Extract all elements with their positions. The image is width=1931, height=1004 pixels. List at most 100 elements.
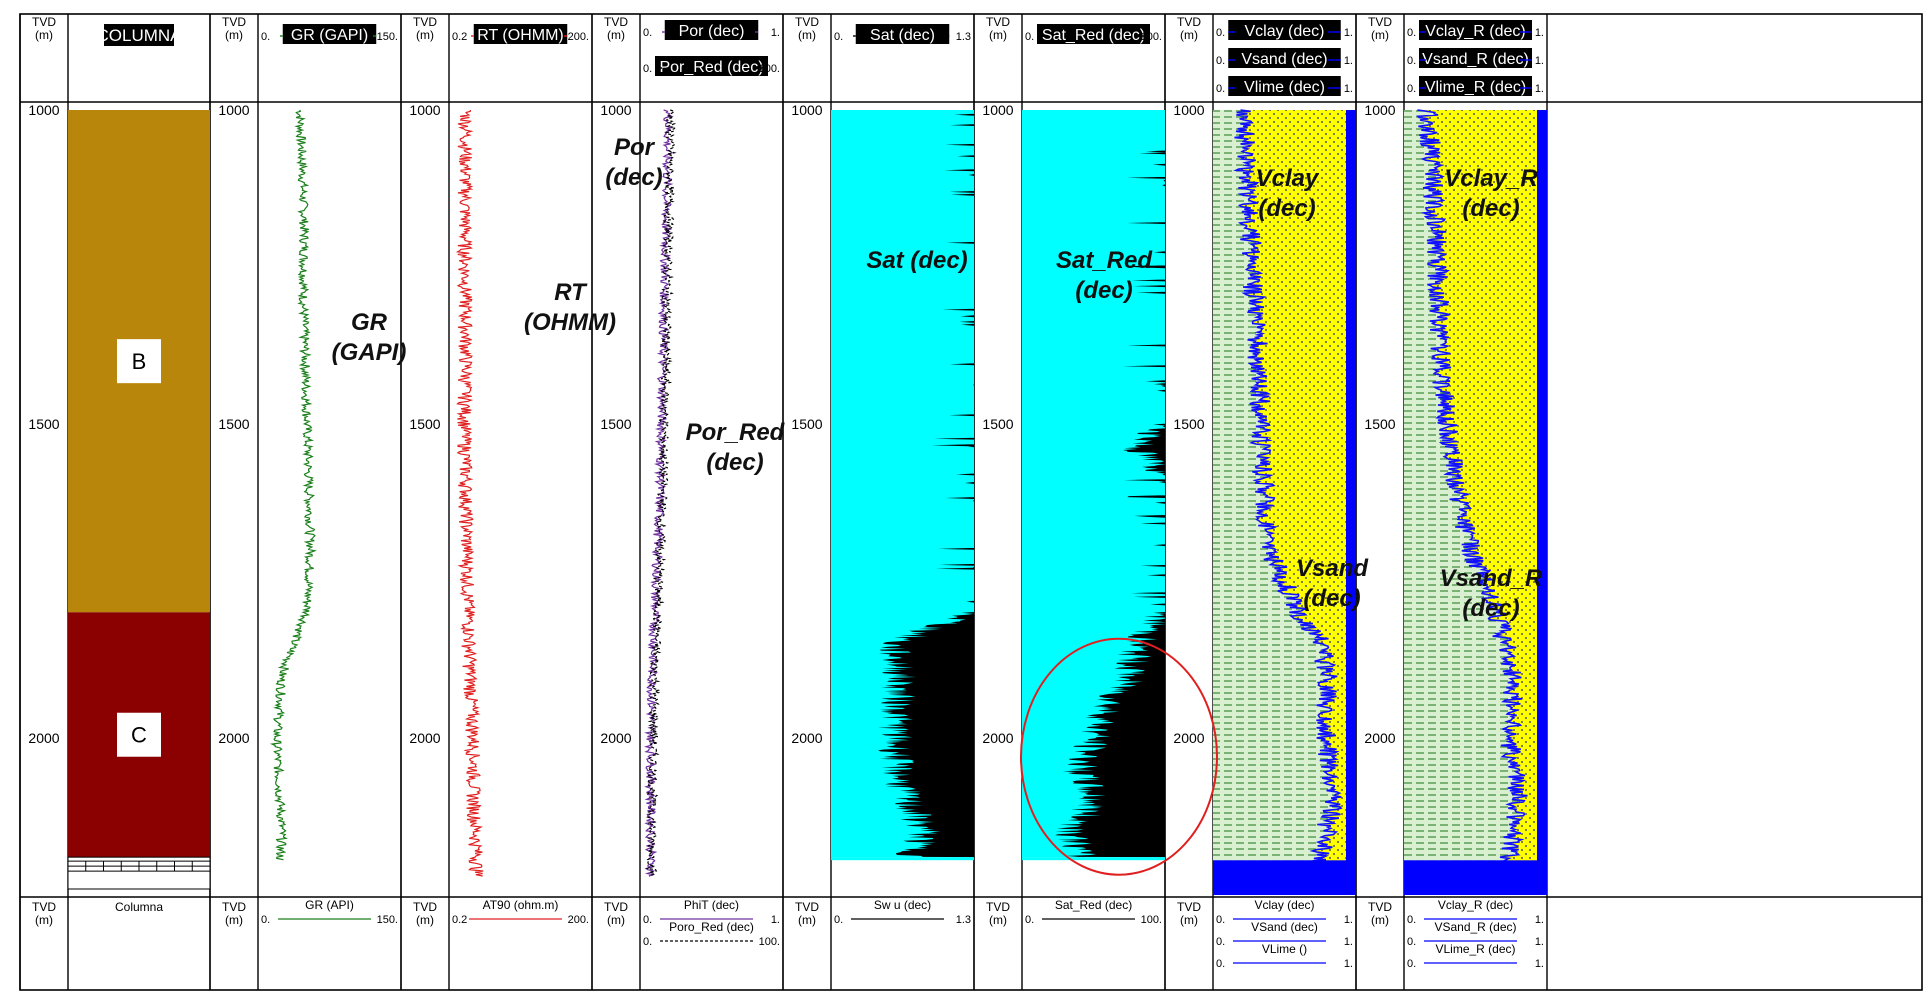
curve-header-title: Vlime (dec) xyxy=(1244,79,1325,96)
depth-footer-unit: (m) xyxy=(225,913,243,927)
curve-header-title: Por_Red (dec) xyxy=(659,59,763,76)
curve-footer: Poro_Red (dec) 0. 100. xyxy=(643,920,780,948)
depth-footer-label: TVD xyxy=(986,900,1010,914)
depth-header-unit: (m) xyxy=(607,28,625,42)
highlight-ellipse xyxy=(1020,637,1218,876)
curve-header: Vclay_R (dec) 0. 1. xyxy=(1407,20,1544,40)
curve-footer-min: 0. xyxy=(834,914,843,926)
curve-min-label: 0. xyxy=(1216,83,1225,95)
annotation-line: Vclay xyxy=(1256,165,1320,192)
curve-header: Por_Red (dec) 0. 100. xyxy=(643,56,780,76)
curve-footer-max: 100. xyxy=(1141,914,1162,926)
log-curve-rt-0 xyxy=(455,109,484,877)
curve-annotation: Por (dec) xyxy=(605,134,662,191)
depth-tick-label: 1500 xyxy=(1173,416,1204,432)
curve-max-label: 1. xyxy=(771,27,780,39)
curve-min-label: 0. xyxy=(1407,55,1416,67)
curve-max-label: 200. xyxy=(568,31,589,43)
curve-header-title: Vsand (dec) xyxy=(1241,51,1327,68)
annotation-line: (dec) xyxy=(1462,595,1519,622)
curve-min-label: 0. xyxy=(261,31,270,43)
curve-max-label: 1. xyxy=(1344,55,1353,67)
curve-footer-min: 0. xyxy=(643,914,652,926)
zone-label-box xyxy=(117,339,161,384)
annotation-line: Sat (dec) xyxy=(866,247,967,274)
depth-tick-label: 2000 xyxy=(1173,730,1204,746)
curve-header-box xyxy=(282,24,377,44)
curve-footer-title: Poro_Red (dec) xyxy=(669,920,754,934)
depth-footer-unit: (m) xyxy=(1180,913,1198,927)
depth-tick-label: 2000 xyxy=(409,730,440,746)
zone-label-box xyxy=(117,712,161,757)
lith-base-band xyxy=(1213,860,1356,895)
depth-header-label: TVD xyxy=(32,15,56,29)
curve-footer-max: 1. xyxy=(1535,958,1544,970)
curve-max-label: 1. xyxy=(1344,27,1353,39)
curve-header: Sat (dec) 0. 1.3 xyxy=(834,24,971,44)
depth-footer-label: TVD xyxy=(32,900,56,914)
curve-header: Vsand (dec) 0. 1. xyxy=(1216,48,1353,68)
curve-header: Por (dec) 0. 1. xyxy=(643,20,780,40)
curve-header-title: GR (GAPI) xyxy=(291,27,368,44)
depth-header-unit: (m) xyxy=(416,28,434,42)
depth-header-unit: (m) xyxy=(35,28,53,42)
depth-header-label: TVD xyxy=(986,15,1010,29)
curve-header-box xyxy=(1228,20,1341,40)
depth-header-unit: (m) xyxy=(989,28,1007,42)
curve-footer-title: Sat_Red (dec) xyxy=(1055,898,1132,912)
curve-header-box xyxy=(664,20,759,40)
log-curve-gr-0 xyxy=(269,109,318,861)
curve-header-title: Vclay (dec) xyxy=(1244,23,1324,40)
curve-header-title: Vlime_R (dec) xyxy=(1425,79,1526,96)
sand-fill xyxy=(1417,110,1537,864)
curve-header-title: Sat (dec) xyxy=(870,27,935,44)
curve-max-label: 1. xyxy=(1535,83,1544,95)
track-sat: Sat (dec) 0. 1.3 Sw u (dec) 0. 1.3 xyxy=(831,14,975,990)
saturation-fill-base xyxy=(831,857,974,861)
depth-tick-label: 1500 xyxy=(600,416,631,432)
depth-header-label: TVD xyxy=(1177,15,1201,29)
track-rt: RT (OHMM) 0.2 200. AT90 (ohm.m) 0.2 200. xyxy=(452,14,593,990)
lith-base-band xyxy=(1404,860,1547,895)
curve-footer-title: VSand_R (dec) xyxy=(1434,920,1516,934)
depth-footer-unit: (m) xyxy=(416,913,434,927)
curve-min-label: 0. xyxy=(1407,83,1416,95)
curve-footer-title: PhiT (dec) xyxy=(684,898,739,912)
curve-footer: VSand_R (dec) 0. 1. xyxy=(1407,920,1544,948)
curve-header: GR (GAPI) 0. 150. xyxy=(261,24,398,44)
depth-tick-label: 2000 xyxy=(28,730,59,746)
curve-footer-max: 150. xyxy=(377,914,398,926)
curve-footer-max: 1. xyxy=(771,914,780,926)
vlime-fill xyxy=(1537,110,1547,864)
curve-header-box xyxy=(655,56,768,76)
depth-header-label: TVD xyxy=(222,15,246,29)
curve-footer-min: 0. xyxy=(1407,914,1416,926)
curve-header-title: Sat_Red (dec) xyxy=(1042,27,1145,44)
curve-footer: AT90 (ohm.m) 0.2 200. xyxy=(452,898,589,926)
depth-tick-label: 2000 xyxy=(982,730,1013,746)
curve-min-label: 0. xyxy=(643,63,652,75)
depth-footer-label: TVD xyxy=(1368,900,1392,914)
depth-tick-label: 1000 xyxy=(409,102,440,118)
depth-tick-label: 2000 xyxy=(1364,730,1395,746)
curve-footer: GR (API) 0. 150. xyxy=(261,898,398,926)
depth-header-label: TVD xyxy=(604,15,628,29)
curve-footer-title: AT90 (ohm.m) xyxy=(483,898,559,912)
annotation-line: (dec) xyxy=(1075,277,1132,304)
curve-footer-min: 0.2 xyxy=(452,914,467,926)
columna-footer-title: Columna xyxy=(115,900,163,914)
annotation-line: Vsand_R xyxy=(1440,565,1543,592)
annotation-line: Vsand xyxy=(1296,555,1369,582)
curve-footer: Sw u (dec) 0. 1.3 xyxy=(834,898,971,926)
depth-header-unit: (m) xyxy=(798,28,816,42)
curve-footer: VLime () 0. 1. xyxy=(1216,942,1353,970)
depth-tick-label: 1500 xyxy=(1364,416,1395,432)
depth-footer-unit: (m) xyxy=(35,913,53,927)
curve-footer-title: Vclay_R (dec) xyxy=(1438,898,1513,912)
curve-footer-title: Sw u (dec) xyxy=(874,898,931,912)
curve-min-label: 0. xyxy=(1216,27,1225,39)
curve-footer: VLime_R (dec) 0. 1. xyxy=(1407,942,1544,970)
curve-max-label: 1. xyxy=(1535,55,1544,67)
annotation-line: RT xyxy=(554,279,588,306)
curve-min-label: 0. xyxy=(1025,31,1034,43)
